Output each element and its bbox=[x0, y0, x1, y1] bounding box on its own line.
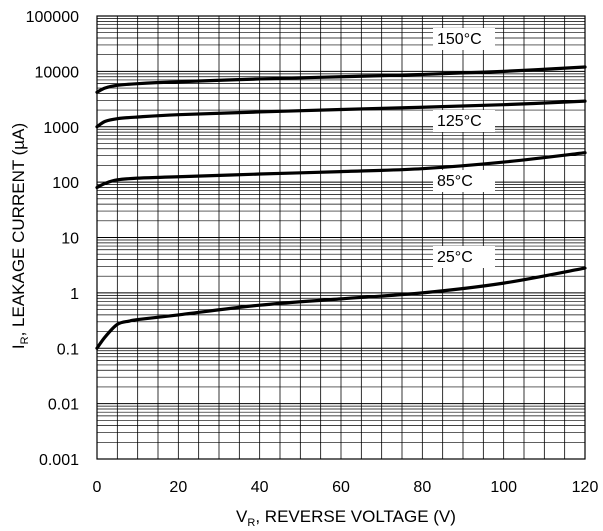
y-tick-labels: 0.001 0.01 0.1 1 10 100 1000 10000 100000 bbox=[26, 9, 79, 469]
x-tick-label: 20 bbox=[169, 479, 187, 496]
plot-frame bbox=[96, 15, 586, 460]
series-label-bg bbox=[433, 28, 495, 50]
x-tick-label: 120 bbox=[572, 479, 599, 496]
y-tick-label: 0.1 bbox=[57, 341, 79, 358]
y-tick-label: 0.001 bbox=[39, 452, 79, 469]
series-label-bg bbox=[433, 110, 495, 132]
x-tick-label: 60 bbox=[332, 479, 350, 496]
y-tick-label: 100 bbox=[52, 175, 79, 192]
y-axis-title: IR, LEAKAGE CURRENT (µA) bbox=[9, 123, 31, 349]
series-labels: 150°C 125°C 85°C 25°C bbox=[433, 28, 495, 268]
series-label-3: 25°C bbox=[437, 249, 473, 266]
series-lines bbox=[95, 65, 587, 350]
series-label-0: 150°C bbox=[437, 31, 482, 48]
series-line-2 bbox=[95, 151, 587, 190]
y-tick-label: 1000 bbox=[43, 120, 79, 137]
x-tick-label: 100 bbox=[490, 479, 517, 496]
y-tick-label: 1 bbox=[70, 286, 79, 303]
series-label-2: 85°C bbox=[437, 173, 473, 190]
x-axis-title: VR, REVERSE VOLTAGE (V) bbox=[236, 507, 456, 529]
y-tick-label: 0.01 bbox=[48, 397, 79, 414]
series-label-bg bbox=[433, 170, 495, 192]
series-label-bg bbox=[433, 246, 495, 268]
series-label-1: 125°C bbox=[437, 113, 482, 130]
x-tick-labels: 0 20 40 60 80 100 120 bbox=[93, 479, 599, 496]
series-line-1 bbox=[95, 99, 587, 129]
x-tick-label: 0 bbox=[93, 479, 102, 496]
series-line-0 bbox=[95, 65, 587, 94]
x-tick-label: 80 bbox=[413, 479, 431, 496]
x-tick-label: 40 bbox=[251, 479, 269, 496]
y-tick-label: 10000 bbox=[35, 64, 80, 81]
series-line-3 bbox=[95, 266, 587, 350]
y-tick-label: 10 bbox=[61, 231, 79, 248]
y-tick-label: 100000 bbox=[26, 9, 79, 26]
